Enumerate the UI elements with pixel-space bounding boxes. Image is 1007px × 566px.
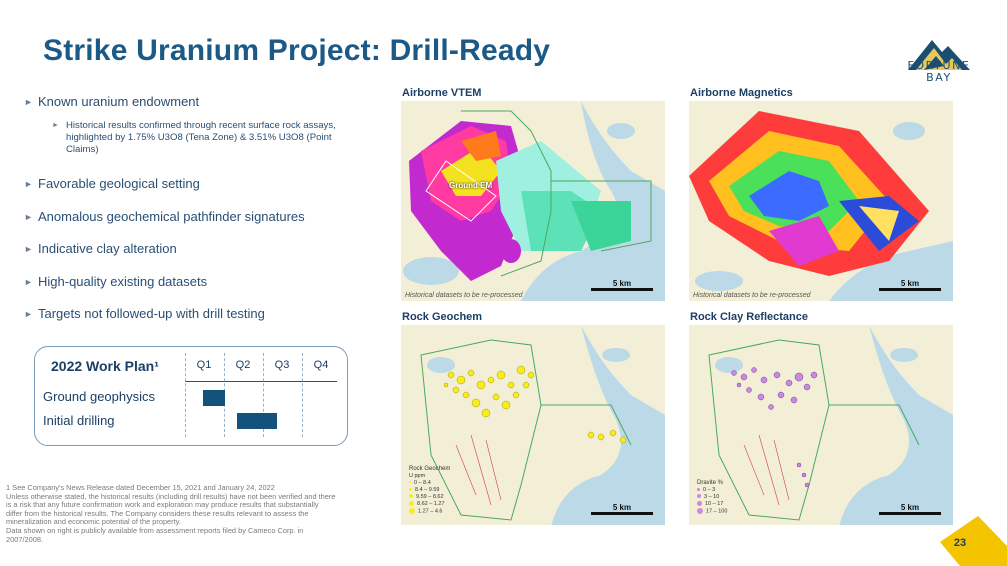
header-divider [185, 381, 337, 382]
map-note: Historical datasets to be re-processed [693, 292, 811, 299]
bullet-item: ► Known uranium endowment [24, 94, 200, 109]
quarter-header: Q2 [235, 359, 251, 371]
logo-text: FORTUNE BAY [907, 59, 971, 84]
panel-label-vtem: Airborne VTEM [402, 87, 482, 99]
quarter-header: Q1 [196, 359, 212, 371]
panel-label-clay: Rock Clay Reflectance [690, 311, 808, 323]
panel-label-magnetics: Airborne Magnetics [690, 87, 793, 99]
bullet-item: ► Favorable geological setting [24, 176, 200, 191]
map-tag-ground-em: Ground EM [449, 181, 493, 190]
legend-dravite: Dravite % 0 – 3 3 – 10 10 – 17 17 – 100 [697, 479, 728, 514]
page-number: 23 [953, 537, 967, 549]
work-plan-table: 2022 Work Plan¹ Q1 Q2 Q3 Q4 Ground geoph… [34, 346, 348, 446]
task-name: Initial drilling [43, 413, 115, 428]
bullet-item: ► High-quality existing datasets [24, 274, 208, 289]
gantt-bar-initial-drilling [237, 413, 277, 429]
scale-bar: 5 km [591, 279, 653, 291]
bullet-item: ► Anomalous geochemical pathfinder signat… [24, 209, 305, 224]
scale-bar: 5 km [879, 279, 941, 291]
map-airborne-vtem: Ground EM Historical datasets to be re-p… [401, 101, 665, 301]
map-note: Historical datasets to be re-processed [405, 292, 523, 299]
task-name: Ground geophysics [43, 389, 156, 404]
column-divider [185, 353, 186, 437]
map-rock-clay-reflectance: Dravite % 0 – 3 3 – 10 10 – 17 17 – 100 … [689, 325, 953, 525]
panel-label-geochem: Rock Geochem [402, 311, 483, 323]
column-divider [302, 353, 303, 437]
quarter-header: Q3 [274, 359, 290, 371]
map-rock-geochem: Rock Geochem U ppm 0 – 8.4 8.4 – 9.59 9.… [401, 325, 665, 525]
page-title: Strike Uranium Project: Drill-Ready [43, 34, 551, 67]
gantt-bar-ground-geophysics [203, 390, 225, 406]
column-divider [263, 353, 264, 437]
sub-bullet-item: ► Historical results confirmed through re… [52, 120, 336, 155]
page-number-badge [940, 516, 1007, 566]
fortune-bay-logo [908, 40, 970, 70]
legend-rock-geochem: Rock Geochem U ppm 0 – 8.4 8.4 – 9.59 9.… [409, 465, 451, 514]
map-airborne-magnetics: Historical datasets to be re-processed 5… [689, 101, 953, 301]
scale-bar: 5 km [591, 503, 653, 515]
bullet-item: ► Indicative clay alteration [24, 241, 177, 256]
scale-bar: 5 km [879, 503, 941, 515]
work-plan-title: 2022 Work Plan¹ [51, 358, 159, 374]
quarter-header: Q4 [313, 359, 329, 371]
bullet-item: ► Targets not followed-up with drill test… [24, 306, 265, 321]
footnote: 1 See Company's News Release dated Decem… [6, 483, 336, 544]
